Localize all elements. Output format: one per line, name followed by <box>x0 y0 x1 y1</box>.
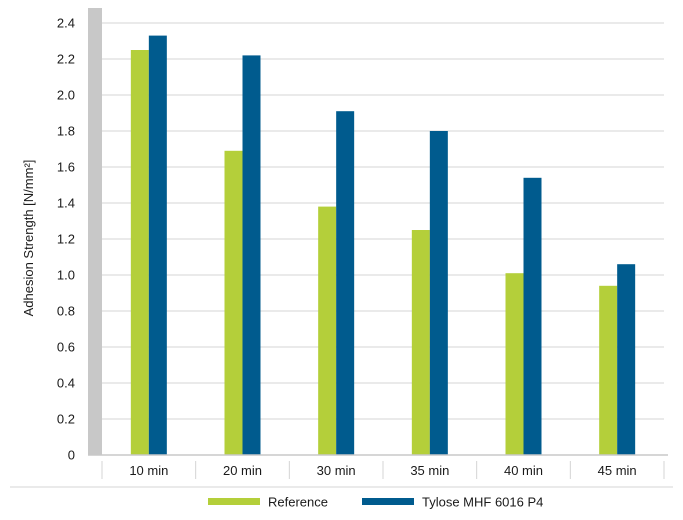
bar-tylose <box>148 35 167 455</box>
legend-swatch <box>362 498 414 505</box>
y-tick-label: 1.4 <box>57 196 75 211</box>
legend-label: Tylose MHF 6016 P4 <box>422 495 543 510</box>
bar-tylose <box>336 111 355 455</box>
bar-reference <box>411 230 430 455</box>
y-axis-band <box>88 8 102 455</box>
y-axis: 0 0.2 0.4 0.6 0.8 1.0 1.2 1.4 1.6 1.8 2.0 2.2 2.4 <box>57 8 102 463</box>
x-tick-label: 30 min <box>317 463 356 478</box>
y-tick-label: 0 <box>68 448 75 463</box>
legend: Reference Tylose MHF 6016 P4 <box>208 495 543 510</box>
y-tick-label: 0.4 <box>57 376 75 391</box>
x-axis: 10 min 20 min 30 min 35 min 40 min 45 min <box>10 454 673 488</box>
bar-tylose <box>429 131 448 455</box>
x-tick-label: 35 min <box>410 463 449 478</box>
y-tick-label: 1.8 <box>57 124 75 139</box>
bar-tylose <box>523 177 542 456</box>
legend-label: Reference <box>268 495 328 510</box>
y-tick-label: 0.8 <box>57 304 75 319</box>
y-tick-label: 2.0 <box>57 88 75 103</box>
bars <box>130 35 636 456</box>
bar-tylose <box>242 55 261 456</box>
y-tick-label: 1.0 <box>57 268 75 283</box>
y-tick-label: 0.6 <box>57 340 75 355</box>
y-tick-label: 2.4 <box>57 16 75 31</box>
bar-reference <box>505 273 524 455</box>
bar-reference <box>318 206 337 455</box>
x-tick-label: 40 min <box>504 463 543 478</box>
x-tick-label: 45 min <box>598 463 637 478</box>
bar-reference <box>599 285 618 455</box>
y-tick-label: 1.6 <box>57 160 75 175</box>
bar-tylose <box>617 264 636 455</box>
y-tick-label: 0.2 <box>57 412 75 427</box>
y-axis-label: Adhesion Strength [N/mm²] <box>21 160 36 317</box>
x-tick-label: 20 min <box>223 463 262 478</box>
bar-reference <box>130 50 149 455</box>
x-tick-label: 10 min <box>129 463 168 478</box>
y-tick-label: 2.2 <box>57 52 75 67</box>
y-tick-label: 1.2 <box>57 232 75 247</box>
legend-swatch <box>208 498 260 505</box>
bar-reference <box>224 150 243 456</box>
gridlines <box>102 22 664 420</box>
